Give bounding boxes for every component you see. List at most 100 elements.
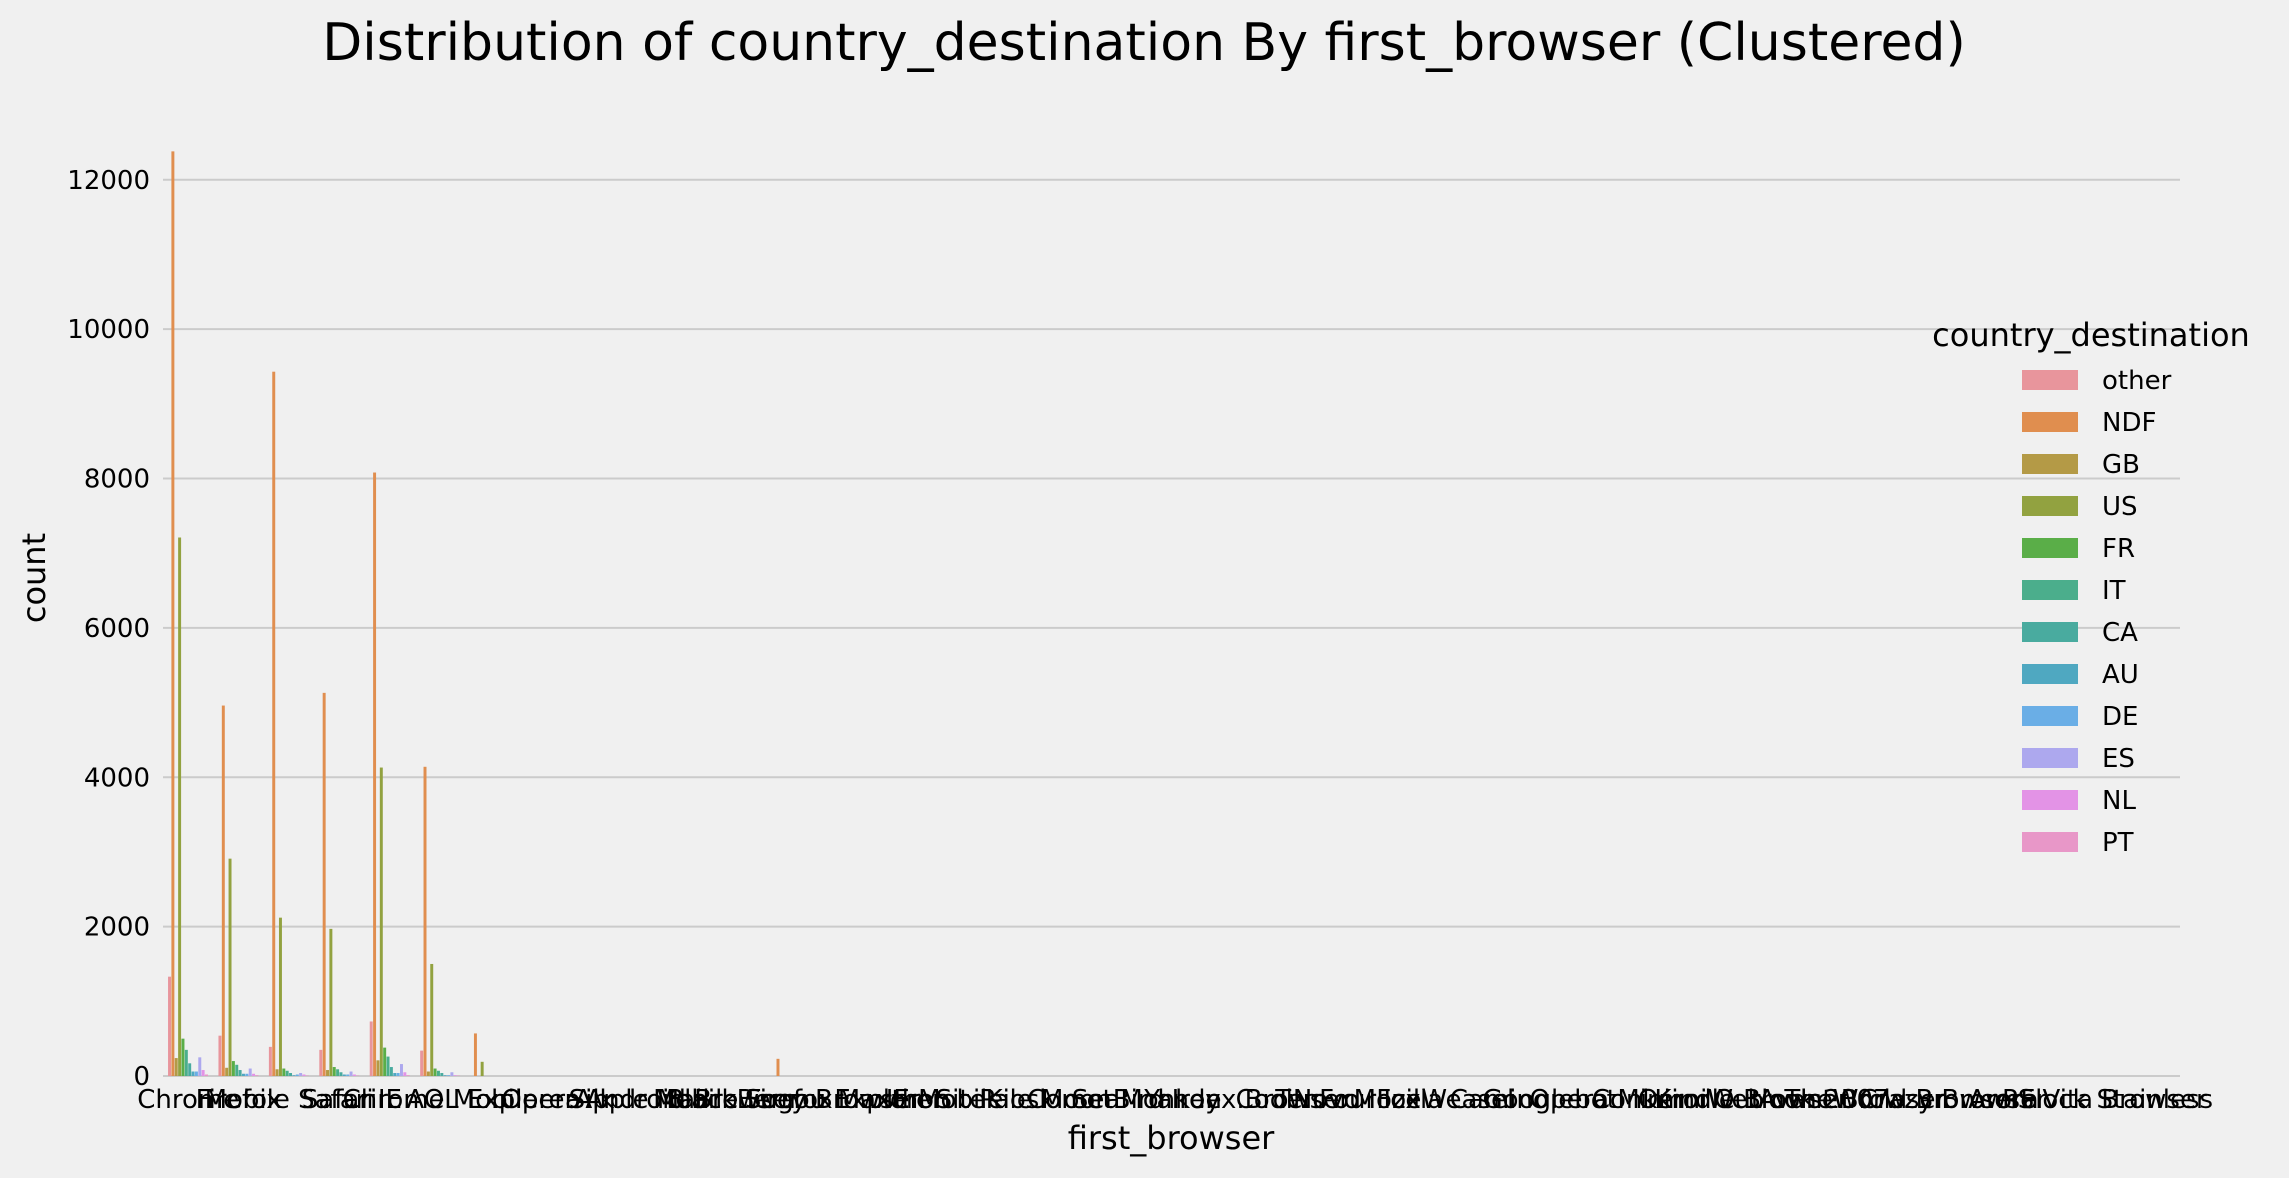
x-tick-label: Flock xyxy=(2020,1085,2087,1115)
legend-label-us: US xyxy=(2102,492,2138,522)
bar-it xyxy=(436,1070,440,1076)
legend-swatch-au xyxy=(2022,664,2078,684)
bar-us xyxy=(329,928,333,1076)
bar-de xyxy=(396,1073,400,1076)
x-tick-label: BlackBerry Browser xyxy=(666,1085,920,1115)
bar-it xyxy=(285,1070,289,1076)
bar-gb xyxy=(426,1071,430,1076)
chart-title: Distribution of country_destination By f… xyxy=(322,13,1965,73)
legend-swatch-it xyxy=(2022,580,2078,600)
x-tick-label: Googlebot xyxy=(1483,1085,1617,1115)
y-tick-label: 4000 xyxy=(84,763,150,793)
x-tick-label: CoolNovo xyxy=(1236,1085,1360,1115)
x-tick-label: CometBird xyxy=(1027,1085,1164,1115)
x-tick-label: Stainless xyxy=(2096,1085,2213,1115)
bar-pt xyxy=(406,1075,410,1076)
x-tick-label: Android Browser xyxy=(585,1085,799,1115)
legend-swatch-us xyxy=(2022,496,2078,516)
bar-ndf xyxy=(221,705,225,1076)
x-tick-label: Camino xyxy=(1450,1085,1549,1115)
legend-label-de: DE xyxy=(2102,702,2138,732)
x-tick-label: TheWorld Browser xyxy=(1783,1085,2021,1115)
y-tick-label: 8000 xyxy=(84,465,150,495)
bar-au xyxy=(443,1075,447,1076)
x-tick-label: TenFourFox xyxy=(1274,1085,1421,1115)
legend-label-gb: GB xyxy=(2102,450,2140,480)
y-axis-label: count xyxy=(15,533,53,623)
bar-ca xyxy=(188,1063,192,1076)
bar-au xyxy=(241,1073,245,1076)
bar-us xyxy=(379,767,383,1076)
bar-us xyxy=(278,917,282,1076)
y-tick-label: 12000 xyxy=(67,166,150,196)
x-tick-label: PS Vita Browser xyxy=(2002,1085,2207,1115)
bar-ndf xyxy=(171,151,175,1076)
bar-pt xyxy=(205,1074,208,1076)
x-tick-label: Opera xyxy=(501,1085,581,1115)
bar-es xyxy=(450,1072,454,1076)
legend-label-nl: NL xyxy=(2102,786,2136,816)
legend-swatch-es xyxy=(2022,748,2078,768)
legend-label-it: IT xyxy=(2102,576,2126,606)
legend-label-other: other xyxy=(2102,366,2172,396)
bar-nl xyxy=(201,1070,205,1076)
legend-label-ca: CA xyxy=(2102,618,2138,648)
bar-us xyxy=(480,1061,484,1076)
bar-gb xyxy=(275,1069,279,1076)
bar-ndf xyxy=(322,692,326,1076)
bar-de xyxy=(447,1075,451,1076)
bar-de xyxy=(346,1074,350,1076)
bar-es xyxy=(248,1068,252,1076)
y-tick-label: 0 xyxy=(133,1062,150,1092)
x-tick-label: Avant Browser xyxy=(1758,1085,1946,1115)
x-tick-label: Pale Moon xyxy=(979,1085,1112,1115)
legend-label-au: AU xyxy=(2102,660,2139,690)
bar-de xyxy=(295,1074,299,1076)
y-tick-label: 6000 xyxy=(84,614,150,644)
x-tick-label: Mozilla xyxy=(1354,1085,1444,1115)
legend-label-pt: PT xyxy=(2102,828,2134,858)
bar-fr xyxy=(181,1038,185,1076)
bar-nl xyxy=(352,1074,356,1076)
bar-es xyxy=(399,1064,403,1076)
x-tick-label: IceWeasel xyxy=(1383,1085,1514,1115)
bar-au xyxy=(292,1075,296,1076)
bar-other xyxy=(420,1050,424,1076)
bar-ca xyxy=(389,1067,393,1076)
bar-fr xyxy=(231,1061,235,1076)
legend-swatch-nl xyxy=(2022,790,2078,810)
bar-fr xyxy=(433,1068,437,1076)
bar-es xyxy=(198,1057,202,1076)
bars xyxy=(168,151,780,1076)
bar-other xyxy=(369,1021,373,1076)
bar-ca xyxy=(339,1072,343,1076)
x-axis-label: first_browser xyxy=(1068,1119,1275,1157)
legend-label-es: ES xyxy=(2102,744,2135,774)
legend-label-ndf: NDF xyxy=(2102,408,2156,438)
x-tick-label: Arora xyxy=(1968,1085,2038,1115)
bar-ndf xyxy=(776,1058,780,1076)
x-tick-label: Iron xyxy=(1172,1085,1222,1115)
legend-items: other NDF GB US FR IT CA AU DE ES NL PT xyxy=(2022,366,2172,858)
bar-ca xyxy=(238,1070,242,1076)
x-tick-label: Mobile Safari xyxy=(205,1085,374,1115)
bar-us xyxy=(228,858,232,1076)
bar-es xyxy=(349,1071,353,1076)
bar-us xyxy=(178,537,182,1076)
bar-de xyxy=(245,1073,249,1076)
x-tick-label: OmniWeb xyxy=(1638,1085,1764,1115)
x-tick-label: Safari xyxy=(302,1085,377,1115)
x-tick-label: Firefox xyxy=(196,1085,282,1115)
bar-us xyxy=(430,963,434,1076)
bar-nl xyxy=(302,1074,306,1076)
bar-ca xyxy=(440,1073,444,1076)
x-tick-label: SiteKiosk xyxy=(936,1085,1055,1115)
x-tick-label: Opera Mini xyxy=(1530,1085,1671,1115)
bar-fr xyxy=(332,1067,336,1076)
legend-label-fr: FR xyxy=(2102,534,2135,564)
x-tick-label: SeaMonkey xyxy=(1072,1085,1221,1115)
x-tick-label: Silk xyxy=(569,1085,615,1115)
x-tick-label: Mobile Firefox xyxy=(653,1085,833,1115)
bar-nl xyxy=(252,1073,256,1076)
